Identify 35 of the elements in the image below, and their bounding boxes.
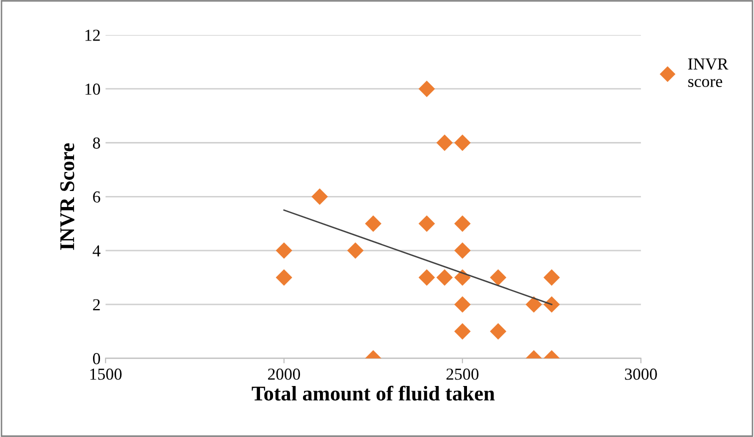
point	[454, 215, 471, 232]
point	[454, 134, 471, 151]
point	[454, 242, 471, 259]
y-axis-title: INVR Score	[60, 143, 74, 250]
x-tick-label: 3000	[625, 368, 657, 380]
point	[347, 242, 364, 259]
legend-label: INVR score	[688, 58, 728, 88]
y-tick-label: 12	[86, 30, 100, 41]
point	[365, 215, 382, 232]
point	[454, 269, 471, 286]
point	[436, 269, 453, 286]
y-tick-label: 2	[93, 299, 100, 310]
point	[311, 188, 328, 205]
x-tick-label: 1500	[90, 368, 122, 380]
y-tick-label: 8	[93, 137, 100, 149]
point	[418, 80, 435, 98]
point	[543, 296, 560, 313]
point	[526, 296, 542, 313]
point	[454, 323, 471, 340]
y-tick-label: 10	[86, 84, 100, 95]
point	[543, 269, 560, 286]
x-tick-label: 2500	[446, 368, 478, 380]
point	[436, 134, 453, 151]
point	[490, 323, 506, 340]
x-tick-label: 2000	[268, 368, 300, 380]
point	[276, 269, 292, 286]
point	[418, 269, 435, 286]
point	[490, 269, 506, 286]
y-tick-label: 6	[93, 191, 100, 203]
y-tick-label: 4	[92, 245, 100, 256]
point	[418, 215, 435, 232]
y-tick-label: 0	[93, 353, 100, 364]
x-axis-title: Total amount of fluid taken	[252, 386, 495, 401]
point	[276, 242, 292, 259]
point	[454, 296, 471, 313]
